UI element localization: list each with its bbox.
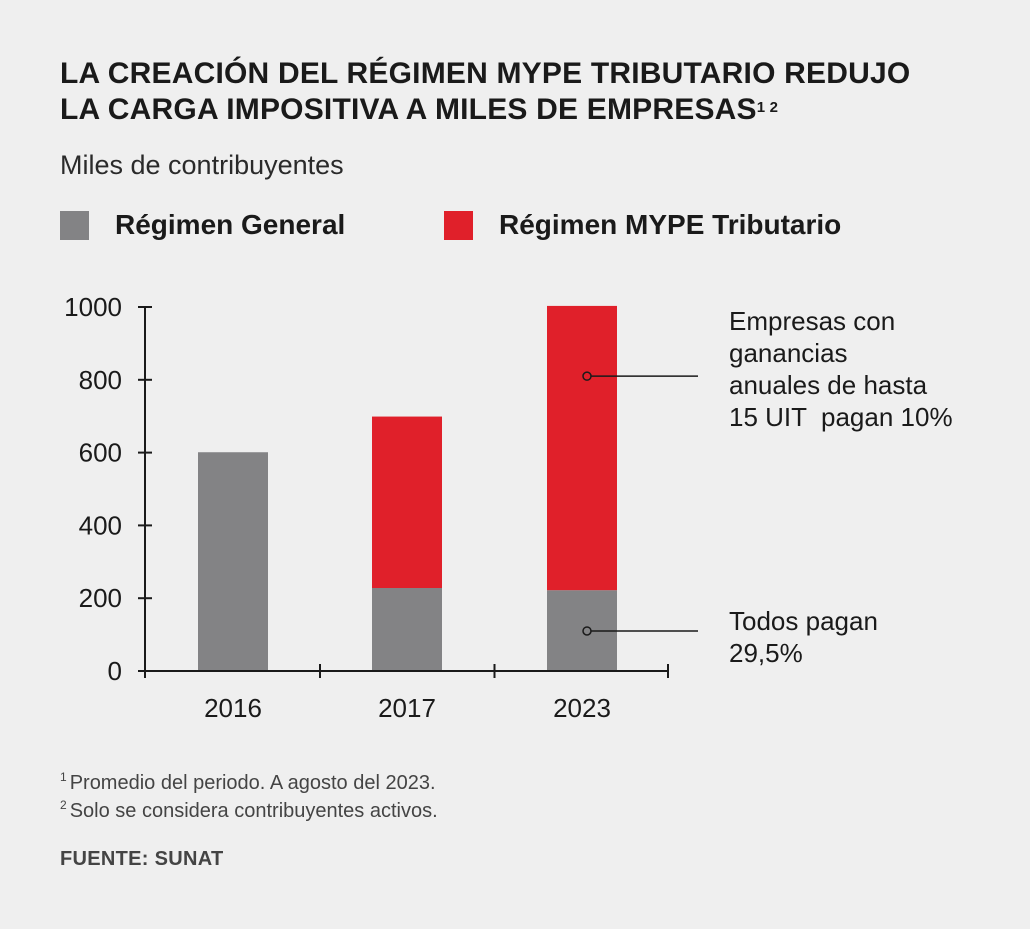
y-tick-label-600: 600 (79, 438, 122, 468)
x-tick-label-2017: 2017 (378, 693, 436, 723)
annotation-1-line-4: 15 UIT pagan 10% (729, 402, 953, 432)
annotation-1-line-2: ganancias (729, 338, 848, 368)
legend: Régimen General Régimen MYPE Tributario (60, 205, 960, 245)
x-tick-label-2023: 2023 (553, 693, 611, 723)
title-line-1: LA CREACIÓN DEL RÉGIMEN MYPE TRIBUTARIO … (60, 57, 911, 90)
footnote-2-mark: 2 (60, 798, 67, 812)
legend-item-regimen-mype: Régimen MYPE Tributario (444, 205, 841, 245)
y-tick-label-400: 400 (79, 510, 122, 540)
y-tick-label-800: 800 (79, 365, 122, 395)
legend-label-regimen-mype: Régimen MYPE Tributario (499, 209, 842, 240)
footnote-2-text: Solo se considera contribuyentes activos… (69, 800, 438, 822)
footnote-2: 2 Solo se considera contribuyentes activo… (60, 798, 438, 823)
legend-swatch-regimen-mype (444, 210, 473, 240)
chart-subtitle: Miles de contribuyentes (60, 150, 344, 180)
source-credit: FUENTE: SUNAT (60, 848, 224, 870)
bar-2017-regimen-general (372, 588, 442, 671)
legend-label-regimen-general: Régimen General (115, 209, 346, 240)
y-tick-label-200: 200 (79, 583, 122, 613)
legend-swatch-regimen-general (60, 210, 89, 240)
title-line-2: LA CARGA IMPOSITIVA A MILES DE EMPRESAS (60, 93, 757, 126)
bar-2016-regimen-general (198, 452, 268, 671)
bar-2017-regimen-mype-tributario (372, 416, 442, 589)
footnote-1-text: Promedio del periodo. A agosto del 2023. (69, 772, 436, 794)
annotation-2-line-1: Todos pagan (729, 606, 878, 636)
annotation-1-line-3: anuales de hasta (729, 370, 928, 400)
legend-item-regimen-general: Régimen General (60, 205, 345, 245)
y-tick-label-1000: 1000 (64, 292, 122, 322)
y-tick-label-0: 0 (108, 656, 122, 686)
bar-2023-regimen-mype-tributario (547, 305, 617, 591)
annotation-1-line-1: Empresas con (729, 306, 895, 336)
x-tick-label-2016: 2016 (204, 693, 262, 723)
chart-title: LA CREACIÓN DEL RÉGIMEN MYPE TRIBUTARIO … (60, 56, 980, 128)
annotation-2-line-2: 29,5% (729, 638, 803, 668)
title-footnote-refs: 1 2 (756, 99, 779, 116)
footnote-1: 1 Promedio del periodo. A agosto del 2023… (60, 770, 436, 795)
footnote-1-mark: 1 (60, 770, 67, 784)
